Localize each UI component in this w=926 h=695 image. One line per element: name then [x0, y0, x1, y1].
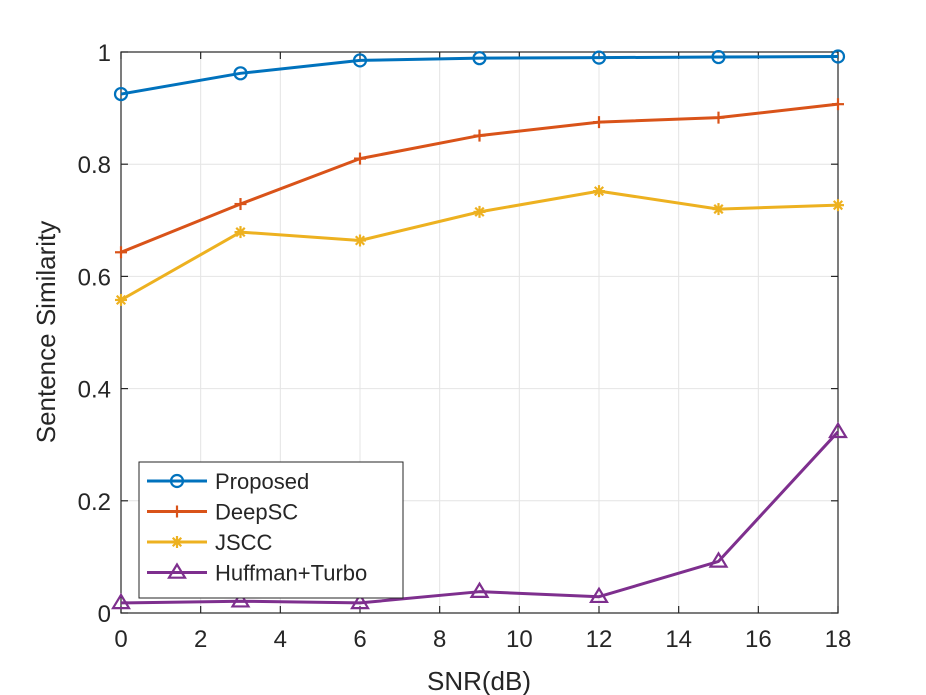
tick-labels: 0 2 4 6 8 10 12 14 16 18 0 0.2 0.4 0.6 0.8 1	[78, 40, 852, 653]
x-tick-label: 14	[665, 626, 692, 653]
data-point	[469, 581, 490, 598]
legend-item: JSCC	[147, 530, 273, 555]
legend-item: Huffman+Turbo	[147, 561, 367, 586]
series-huffman-turbo	[111, 421, 848, 610]
series-line	[120, 430, 840, 605]
legend-label: Proposed	[215, 469, 309, 494]
data-point	[711, 49, 726, 65]
data-point	[712, 203, 725, 216]
data-point	[230, 591, 251, 608]
data-point	[354, 234, 366, 247]
data-point	[708, 551, 729, 568]
data-point	[233, 66, 248, 81]
series-proposed	[113, 49, 846, 102]
data-point	[473, 129, 486, 142]
x-tick-label: 12	[586, 626, 613, 653]
data-point	[832, 98, 844, 111]
data-point	[589, 586, 609, 604]
legend-label: JSCC	[215, 530, 273, 555]
x-tick-label: 10	[506, 626, 533, 653]
data-point	[591, 50, 607, 65]
data-point	[352, 53, 368, 68]
legend-item: Proposed	[147, 469, 309, 494]
data-point	[111, 592, 131, 610]
data-point	[593, 185, 605, 198]
y-tick-label: 0.4	[78, 377, 111, 404]
legend-marker	[169, 473, 185, 489]
y-tick-label: 0.2	[78, 489, 111, 516]
data-point	[115, 246, 127, 259]
x-tick-label: 2	[194, 626, 207, 653]
data-point	[234, 198, 247, 211]
data-point	[593, 116, 605, 129]
y-tick-label: 0.8	[78, 152, 111, 179]
x-tick-label: 4	[274, 626, 287, 653]
y-axis-label: Sentence Similarity	[31, 221, 61, 444]
legend-marker	[171, 536, 183, 548]
data-point	[832, 199, 844, 212]
series-deepsc	[115, 98, 844, 259]
data-point	[473, 205, 486, 218]
legend-label: Huffman+Turbo	[215, 561, 367, 586]
legend-marker	[171, 505, 183, 518]
data-point	[712, 111, 725, 124]
x-tick-label: 18	[825, 626, 852, 653]
series-jscc	[115, 185, 844, 306]
legend-item: DeepSC	[147, 500, 298, 525]
x-tick-label: 16	[745, 626, 772, 653]
y-tick-label: 1	[98, 40, 111, 67]
data-point	[234, 226, 247, 239]
y-tick-label: 0.6	[78, 264, 111, 291]
x-tick-label: 0	[114, 626, 127, 653]
x-axis-label: SNR(dB)	[427, 666, 531, 695]
y-tick-label: 0	[98, 601, 111, 628]
x-tick-label: 6	[353, 626, 366, 653]
data-point	[113, 86, 129, 102]
series-line	[120, 54, 839, 96]
data-point	[354, 152, 366, 165]
data-point	[350, 592, 370, 610]
data-point	[115, 293, 127, 306]
legend: Proposed DeepSC JSCC Huffman+Turbo	[138, 461, 404, 599]
series-group	[111, 49, 848, 610]
data-point	[828, 421, 848, 439]
data-point	[830, 49, 846, 64]
x-tick-label: 8	[433, 626, 446, 653]
legend-marker	[167, 562, 187, 579]
legend-label: DeepSC	[215, 500, 298, 525]
data-point	[472, 51, 487, 66]
